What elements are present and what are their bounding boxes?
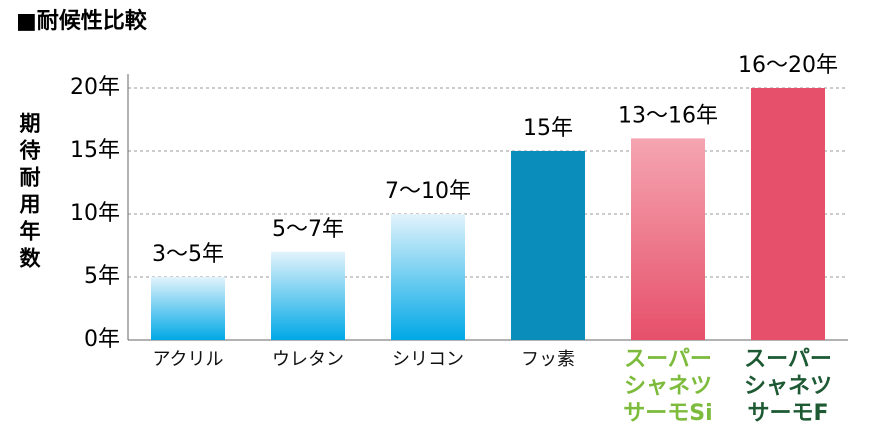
bar	[751, 88, 825, 340]
chart-title: ■耐候性比較	[16, 8, 148, 34]
value-label: 5〜7年	[272, 217, 344, 242]
x-tick-label: サーモSi	[623, 401, 712, 426]
x-tick-label: シャネツ	[744, 374, 832, 399]
value-label: 7〜10年	[385, 179, 471, 204]
y-tick-label: 15年	[70, 138, 120, 163]
bar	[151, 277, 225, 340]
bar	[631, 138, 705, 340]
x-tick-label: サーモF	[747, 401, 828, 426]
x-tick-label: スーパー	[624, 347, 712, 372]
x-tick-label: シリコン	[392, 349, 464, 370]
bar	[271, 251, 345, 340]
y-tick-label: 20年	[70, 75, 120, 100]
x-tick-label: スーパー	[744, 347, 832, 372]
x-tick-label: シャネツ	[624, 374, 712, 399]
y-tick-label: 10年	[70, 201, 120, 226]
value-label: 16〜20年	[738, 53, 838, 78]
y-tick-label: 0年	[84, 327, 120, 352]
bar	[391, 214, 465, 340]
value-label: 3〜5年	[152, 242, 224, 267]
y-tick-label: 5年	[84, 264, 120, 289]
y-axis-label: 期待耐用年数	[17, 112, 41, 274]
value-label: 15年	[523, 116, 573, 141]
x-tick-label: アクリル	[152, 349, 223, 370]
bar	[511, 151, 585, 340]
value-label: 13〜16年	[618, 103, 718, 128]
x-tick-label: フッ素	[521, 349, 575, 370]
x-tick-label: ウレタン	[272, 349, 344, 370]
